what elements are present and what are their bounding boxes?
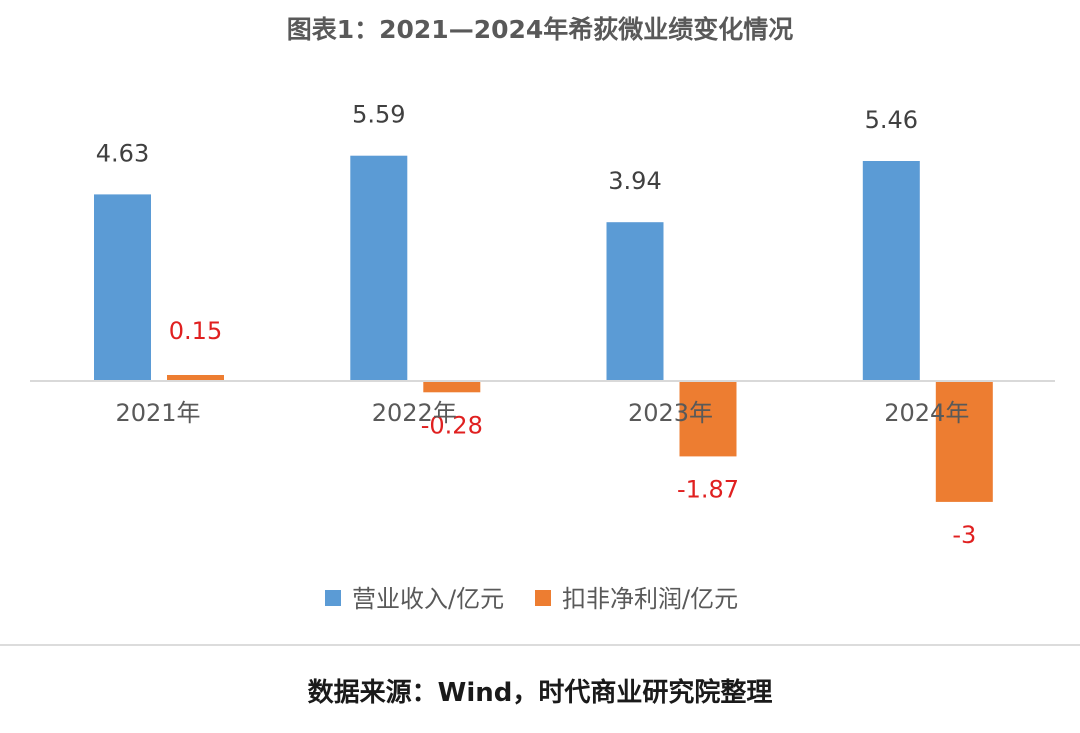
data-label-series1-3: 3.94 xyxy=(608,167,661,195)
labels-layer: 4.63 0.15 5.59 -0.28 3.94 -1.87 5.46 -3 xyxy=(96,101,976,549)
x-tick-label: 2021年 xyxy=(115,399,200,427)
x-tick-label: 2024年 xyxy=(884,399,969,427)
bar-series1-2 xyxy=(350,155,408,381)
bar-series2-2 xyxy=(423,381,481,393)
bar-series1-1 xyxy=(94,194,151,381)
legend-label-series1: 营业收入/亿元 xyxy=(352,585,504,613)
data-label-series1-4: 5.46 xyxy=(865,106,918,134)
bar-series1-4 xyxy=(862,161,920,381)
x-tick-label: 2022年 xyxy=(372,399,457,427)
data-label-series2-3: -1.87 xyxy=(677,475,739,503)
data-label-series1-2: 5.59 xyxy=(352,101,405,129)
x-axis-ticks: 2021年 2022年 2023年 2024年 xyxy=(115,399,969,427)
data-label-series1-1: 4.63 xyxy=(96,139,149,167)
bars-layer xyxy=(94,155,993,502)
data-label-series2-4: -3 xyxy=(952,521,976,549)
bar-series1-3 xyxy=(606,222,664,381)
bar-series2-3 xyxy=(679,381,737,457)
chart-title: 图表1：2021—2024年希荻微业绩变化情况 xyxy=(287,15,794,44)
legend-swatch-series2 xyxy=(535,590,551,606)
data-label-series2-2: -0.28 xyxy=(421,411,483,439)
legend-label-series2: 扣非净利润/亿元 xyxy=(562,585,738,613)
legend: 营业收入/亿元 扣非净利润/亿元 xyxy=(325,585,738,613)
x-tick-label: 2023年 xyxy=(628,399,713,427)
data-label-series2-1: 0.15 xyxy=(169,317,222,345)
bar-series2-1 xyxy=(167,375,224,381)
bar-series2-4 xyxy=(935,381,993,502)
legend-swatch-series1 xyxy=(325,590,341,606)
source-note: 数据来源：Wind，时代商业研究院整理 xyxy=(308,677,773,708)
